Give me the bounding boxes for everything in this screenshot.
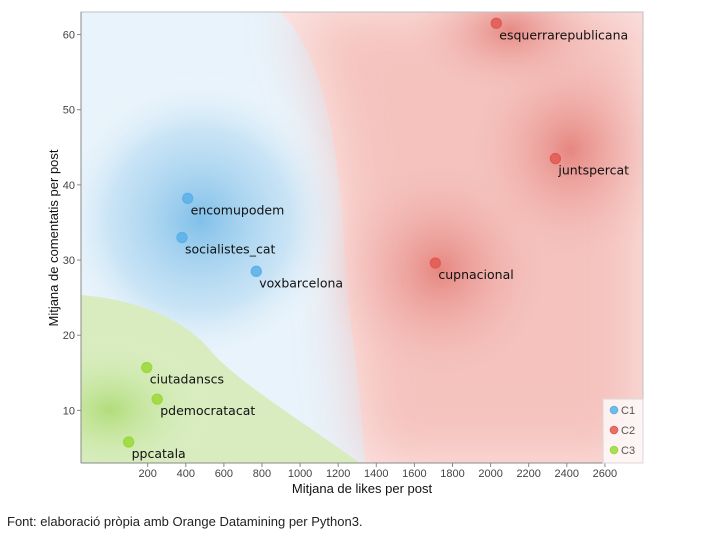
point-label-ciutadanscs: ciutadanscs — [150, 372, 224, 387]
x-axis-ticks: 200 400 600 800 1000 1200 1400 1600 1800 2000 2200… — [138, 463, 617, 480]
x-tick-label: 1200 — [326, 468, 350, 480]
x-tick-label: 1600 — [402, 468, 426, 480]
y-tick-label: 40 — [63, 180, 75, 192]
point-label-esquerrarepublicana: esquerrarepublicana — [499, 27, 628, 42]
x-tick-label: 2400 — [555, 468, 579, 480]
x-tick-label: 2200 — [516, 468, 540, 480]
y-tick-label: 20 — [63, 330, 75, 342]
data-points: encomupodem socialistes_cat voxbarcelona es… — [122, 17, 629, 461]
legend-label-C1: C1 — [621, 405, 635, 417]
scatter-chart: 200 400 600 800 1000 1200 1400 1600 1800 2000 2200… — [46, 11, 644, 496]
x-tick-label: 600 — [215, 468, 233, 480]
data-point-encomupodem — [182, 192, 194, 205]
point-label-voxbarcelona: voxbarcelona — [259, 275, 343, 290]
legend-label-C2: C2 — [621, 425, 635, 437]
point-label-pdemocratacat: pdemocratacat — [160, 403, 255, 418]
figure-caption: Font: elaboració pròpia amb Orange Datam… — [7, 514, 363, 529]
data-point-socialistes_cat — [176, 231, 188, 244]
x-tick-label: 400 — [177, 468, 195, 480]
class-regions — [81, 12, 643, 463]
legend-box — [602, 398, 644, 464]
y-tick-label: 50 — [63, 105, 75, 117]
data-point-cupnacional — [429, 257, 441, 269]
data-point-pdemocratacat — [151, 393, 163, 405]
x-tick-label: 800 — [253, 468, 271, 480]
point-label-socialistes_cat: socialistes_cat — [185, 242, 276, 257]
y-tick-label: 30 — [63, 255, 75, 267]
y-axis-ticks: 10 20 30 40 50 60 — [63, 30, 81, 417]
data-point-ppcatala — [122, 436, 135, 448]
x-tick-label: 2000 — [478, 468, 502, 480]
legend-marker-C1 — [609, 405, 619, 415]
point-label-juntspercat: juntspercat — [557, 163, 629, 178]
x-tick-label: 1800 — [440, 468, 464, 480]
x-tick-label: 1000 — [288, 468, 312, 480]
data-point-esquerrarepublicana — [490, 17, 502, 29]
legend-marker-C2 — [609, 425, 619, 435]
x-axis-title: Mitjana de likes per post — [292, 481, 433, 496]
legend-label-C3: C3 — [621, 445, 635, 457]
y-axis-title: Mitjana de comentatis per post — [46, 149, 61, 326]
x-tick-label: 200 — [138, 468, 156, 480]
data-point-voxbarcelona — [250, 265, 262, 277]
y-tick-label: 10 — [63, 405, 75, 417]
legend: C1 C2 C3 — [602, 398, 644, 464]
data-point-juntspercat — [549, 152, 562, 165]
point-label-encomupodem: encomupodem — [191, 202, 285, 217]
data-point-ciutadanscs — [141, 361, 153, 374]
point-label-ppcatala: ppcatala — [132, 446, 186, 461]
y-tick-label: 60 — [63, 30, 75, 42]
legend-marker-C3 — [609, 445, 619, 455]
x-tick-label: 2600 — [593, 468, 617, 480]
x-tick-label: 1400 — [364, 468, 388, 480]
point-label-cupnacional: cupnacional — [438, 267, 513, 282]
